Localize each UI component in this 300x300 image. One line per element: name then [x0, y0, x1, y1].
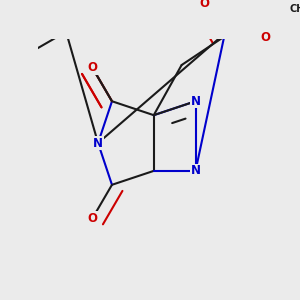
Text: O: O — [88, 61, 98, 74]
Text: O: O — [88, 212, 98, 225]
Text: N: N — [93, 136, 103, 149]
Text: CH₃: CH₃ — [290, 4, 300, 14]
Text: O: O — [199, 0, 209, 10]
Text: N: N — [190, 95, 200, 108]
Text: N: N — [190, 164, 200, 177]
Text: O: O — [260, 31, 270, 44]
